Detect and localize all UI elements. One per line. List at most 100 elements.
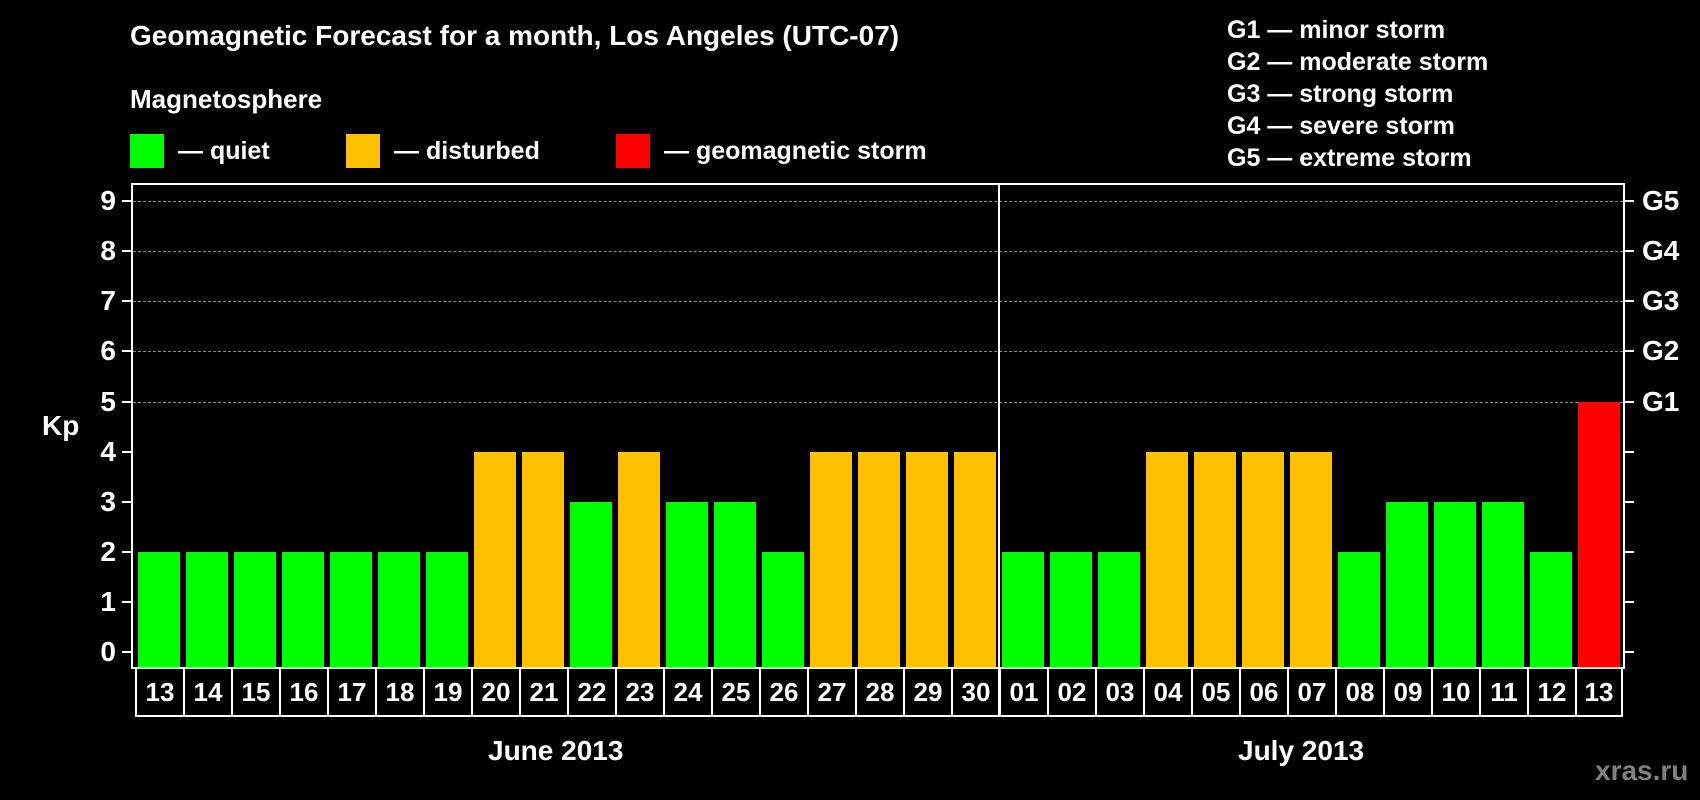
y-tick-right xyxy=(1625,450,1634,453)
date-label: 03 xyxy=(1095,669,1145,717)
kp-bar-quiet xyxy=(570,501,612,667)
kp-bar-disturbed xyxy=(1290,451,1332,667)
date-label: 18 xyxy=(375,669,425,717)
kp-bar-storm xyxy=(1578,401,1620,667)
month-label-june: June 2013 xyxy=(488,735,624,766)
y-tick-label: 8 xyxy=(100,235,116,267)
y-tick-right xyxy=(1625,400,1634,403)
y-tick-right xyxy=(1625,500,1634,503)
date-label: 09 xyxy=(1383,669,1433,717)
g-scale-label: G2 xyxy=(1642,335,1680,367)
storm-scale-legend: G1 — minor storm G2 — moderate storm G3 … xyxy=(1227,14,1488,174)
y-tick-left xyxy=(122,550,131,553)
gridline xyxy=(133,201,1623,203)
gridline xyxy=(133,301,1623,303)
y-tick-right xyxy=(1625,600,1634,603)
y-tick-label: 0 xyxy=(100,636,116,667)
kp-bar-quiet xyxy=(714,501,756,667)
date-label: 30 xyxy=(951,669,1001,717)
date-label: 20 xyxy=(471,669,521,717)
kp-bar-disturbed xyxy=(858,451,900,667)
kp-bar-quiet xyxy=(1050,551,1092,667)
kp-bar-quiet xyxy=(1530,551,1572,667)
month-label-july: July 2013 xyxy=(1238,735,1365,766)
date-label: 13 xyxy=(135,669,185,717)
y-tick-left xyxy=(122,250,131,253)
y-tick-left xyxy=(122,350,131,353)
date-label: 10 xyxy=(1431,669,1481,717)
kp-bar-disturbed xyxy=(1194,451,1236,667)
storm-scale-g4: G4 — severe storm xyxy=(1227,112,1455,140)
y-tick-right xyxy=(1625,250,1634,253)
kp-bar-quiet xyxy=(1434,501,1476,667)
y-tick-right xyxy=(1625,200,1634,203)
y-tick-label: 2 xyxy=(100,535,116,567)
kp-bar-quiet xyxy=(666,501,708,667)
kp-bar-quiet xyxy=(426,551,468,667)
y-tick-label: 6 xyxy=(100,335,116,367)
date-label: 05 xyxy=(1191,669,1241,717)
kp-bar-disturbed xyxy=(1146,451,1188,667)
date-label: 14 xyxy=(183,669,233,717)
y-tick-right xyxy=(1625,550,1634,553)
legend-label: — geomagnetic storm xyxy=(664,136,927,165)
kp-bar-quiet xyxy=(1482,501,1524,667)
date-label: 01 xyxy=(999,669,1049,717)
kp-bar-disturbed xyxy=(474,451,516,667)
date-label: 28 xyxy=(855,669,905,717)
date-label: 11 xyxy=(1479,669,1529,717)
legend-label: — quiet xyxy=(178,136,270,165)
date-label: 19 xyxy=(423,669,473,717)
kp-bar-disturbed xyxy=(954,451,996,667)
y-tick-left xyxy=(122,600,131,603)
storm-scale-g2: G2 — moderate storm xyxy=(1227,48,1489,76)
disturbed-swatch-icon xyxy=(346,134,380,168)
date-label: 13 xyxy=(1575,669,1623,717)
kp-bar-quiet xyxy=(378,551,420,667)
date-label: 07 xyxy=(1287,669,1337,717)
g-scale-label: G3 xyxy=(1642,285,1680,317)
storm-scale-g5: G5 — extreme storm xyxy=(1227,144,1472,172)
date-label: 02 xyxy=(1047,669,1097,717)
y-tick-left xyxy=(122,500,131,503)
g-scale-label: G5 xyxy=(1642,185,1680,217)
y-tick-label: 5 xyxy=(100,385,116,417)
y-tick-label: 7 xyxy=(100,285,116,317)
y-tick-right xyxy=(1625,350,1634,353)
date-label: 22 xyxy=(567,669,617,717)
date-label: 27 xyxy=(807,669,857,717)
chart-title: Geomagnetic Forecast for a month, Los An… xyxy=(130,20,900,51)
y-tick-label: 9 xyxy=(100,185,116,217)
y-tick-left xyxy=(122,400,131,403)
kp-bar-quiet xyxy=(186,551,228,667)
y-tick-right xyxy=(1625,651,1634,653)
date-label: 25 xyxy=(711,669,761,717)
legend-label: — disturbed xyxy=(394,136,540,165)
storm-scale-g1: G1 — minor storm xyxy=(1227,16,1446,44)
y-tick-right xyxy=(1625,300,1634,303)
date-label: 16 xyxy=(279,669,329,717)
kp-bar-disturbed xyxy=(618,451,660,667)
kp-bar-quiet xyxy=(1002,551,1044,667)
kp-bar-disturbed xyxy=(522,451,564,667)
y-tick-left xyxy=(122,450,131,453)
kp-bar-quiet xyxy=(234,551,276,667)
date-label: 29 xyxy=(903,669,953,717)
legend-item-quiet: — quiet xyxy=(130,134,270,168)
kp-bar-quiet xyxy=(762,551,804,667)
y-tick-left xyxy=(122,651,131,653)
legend-item-storm: — geomagnetic storm xyxy=(616,134,927,168)
plot-area xyxy=(131,183,1625,669)
date-label: 12 xyxy=(1527,669,1577,717)
kp-bar-quiet xyxy=(1098,551,1140,667)
kp-bar-quiet xyxy=(330,551,372,667)
date-label: 24 xyxy=(663,669,713,717)
legend-heading: Magnetosphere xyxy=(130,84,323,114)
date-label: 04 xyxy=(1143,669,1193,717)
date-label: 23 xyxy=(615,669,665,717)
g-scale-label: G1 xyxy=(1642,385,1680,417)
gridline xyxy=(133,251,1623,253)
y-tick-label: 1 xyxy=(100,585,116,617)
gridline xyxy=(133,351,1623,353)
y-tick-left xyxy=(122,200,131,203)
